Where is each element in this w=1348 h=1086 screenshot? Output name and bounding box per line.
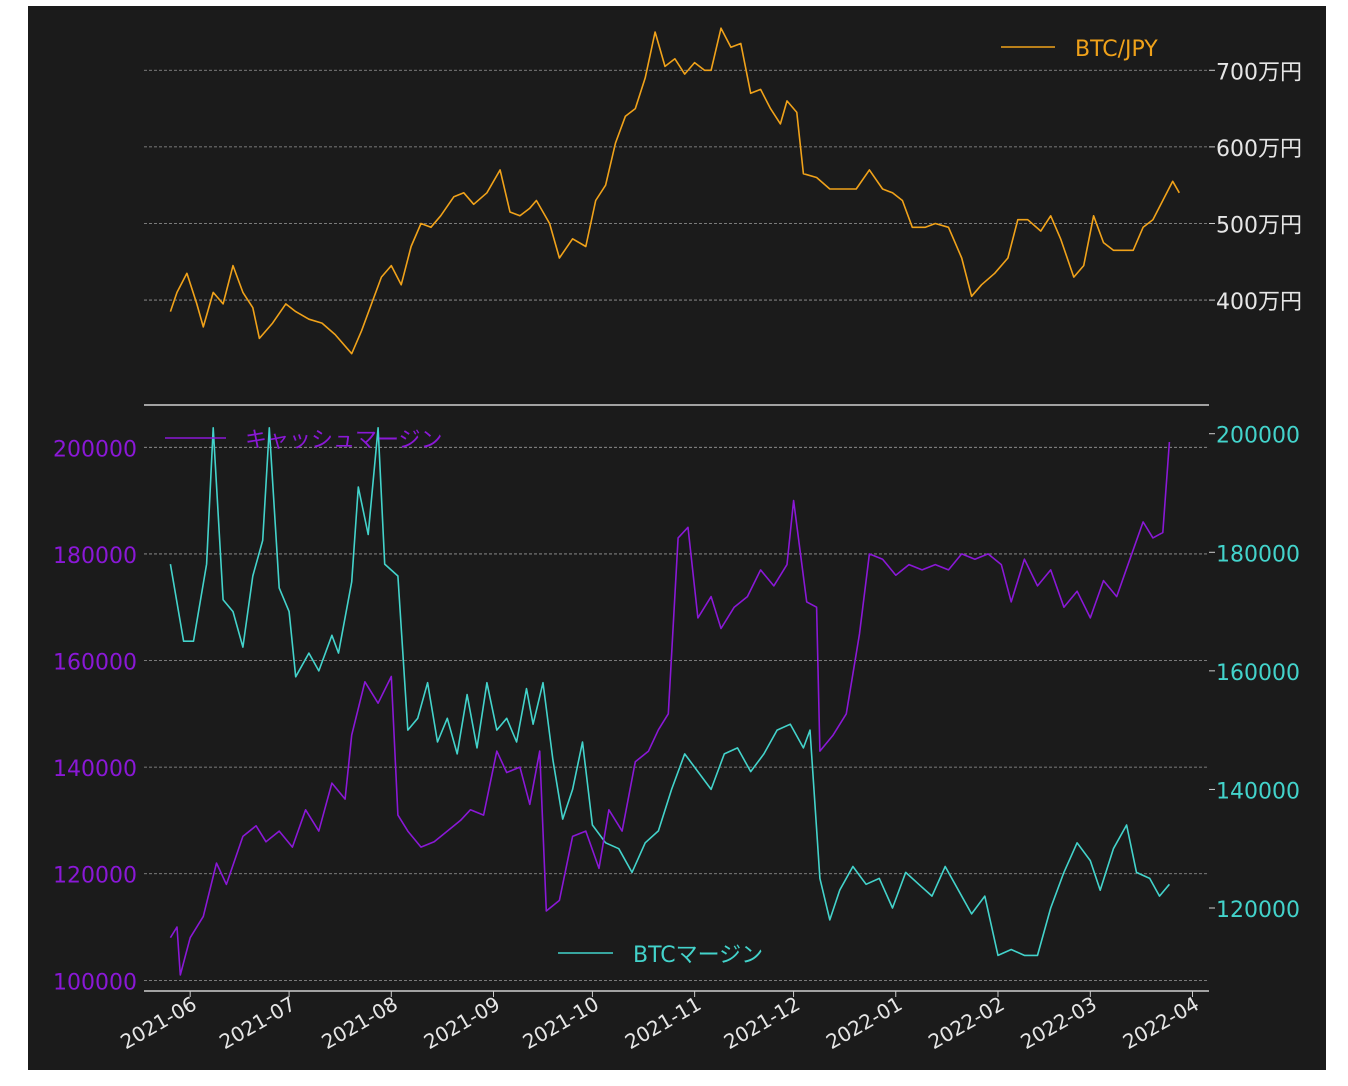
legend-btc-margin: BTCマージン (558, 943, 763, 968)
top-y-axis: 400万円 500万円 600万円 700万円 (1209, 60, 1302, 315)
top-y-tick-label: 600万円 (1216, 137, 1302, 162)
left-y-tick-label: 140000 (53, 757, 137, 782)
right-y-axis: 120000 140000 160000 180000 200000 (1209, 424, 1300, 923)
x-tick-label: 2021-06 (116, 992, 200, 1055)
x-tick-label: 2021-11 (621, 992, 705, 1055)
top-y-tick-label: 400万円 (1216, 290, 1302, 315)
x-tick-label: 2022-03 (1016, 992, 1100, 1055)
right-y-tick-label: 160000 (1216, 661, 1300, 686)
right-y-tick-label: 120000 (1216, 898, 1300, 923)
left-y-tick-label: 160000 (53, 651, 137, 676)
left-y-tick-label: 100000 (53, 970, 137, 995)
axes (144, 404, 1209, 992)
x-tick-label: 2021-08 (317, 992, 401, 1055)
top-grid (144, 69, 1209, 301)
legend-cash-margin: キャッシュマージン (165, 428, 443, 453)
left-y-tick-label: 120000 (53, 864, 137, 889)
legend-cash-margin-label: キャッシュマージン (245, 428, 443, 453)
left-y-tick-label: 200000 (53, 437, 137, 462)
right-y-tick-label: 140000 (1216, 779, 1300, 804)
right-y-tick-label: 200000 (1216, 424, 1300, 449)
x-tick-label: 2022-04 (1119, 992, 1203, 1055)
x-tick-label: 2022-02 (924, 992, 1008, 1055)
x-tick-label: 2022-01 (822, 992, 906, 1055)
x-axis: 2021-06 2021-07 2021-08 2021-09 2021-10 2021-… (116, 991, 1203, 1054)
btc-margin-line (169, 427, 1171, 957)
series-layer (169, 27, 1180, 976)
left-y-tick-label: 180000 (53, 544, 137, 569)
x-tick-label: 2021-10 (519, 992, 603, 1055)
legend-btc-jpy: BTC/JPY (1001, 37, 1158, 62)
bottom-grid (144, 446, 1209, 981)
cash-margin-line (169, 441, 1171, 976)
legend-btc-margin-label: BTCマージン (633, 943, 763, 968)
right-y-tick-label: 180000 (1216, 542, 1300, 567)
legend-btc-jpy-label: BTC/JPY (1075, 37, 1158, 62)
x-tick-label: 2021-12 (720, 992, 804, 1055)
left-y-axis: 100000 120000 140000 160000 180000 200000 (53, 437, 137, 995)
x-tick-label: 2021-09 (420, 992, 504, 1055)
btc-jpy-line (169, 27, 1180, 355)
top-y-tick-label: 500万円 (1216, 213, 1302, 238)
x-tick-label: 2021-07 (215, 992, 299, 1055)
chart-background (28, 6, 1326, 1070)
top-y-tick-label: 700万円 (1216, 60, 1302, 85)
